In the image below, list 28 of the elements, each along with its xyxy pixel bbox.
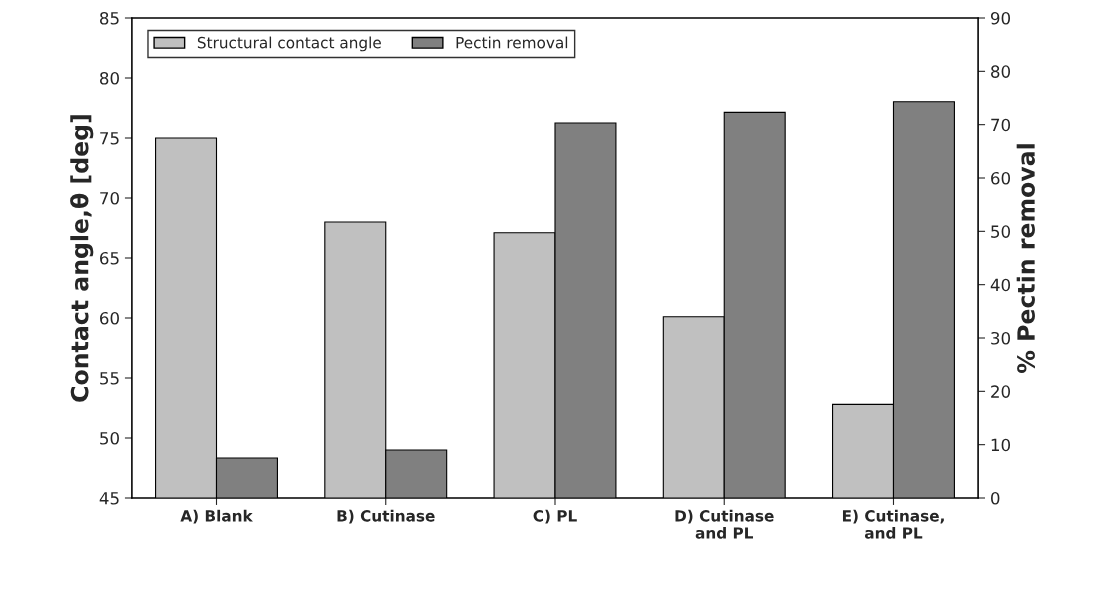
y-tick-label: 45 bbox=[99, 492, 119, 505]
y-axis-title: Contact angle,θ [deg] bbox=[70, 115, 94, 402]
y-tick-label: 50 bbox=[100, 431, 119, 445]
y2-tick-label: 20 bbox=[991, 385, 1011, 398]
y2-tick-label: 60 bbox=[991, 171, 1011, 185]
y-tick-label: 75 bbox=[100, 132, 119, 145]
y-tick-label: 85 bbox=[100, 11, 119, 25]
x-tick-label: A) Blank bbox=[180, 509, 253, 524]
y2-tick-label: 0 bbox=[991, 491, 1000, 505]
x-tick-label: B) Cutinase bbox=[337, 509, 435, 524]
y2-tick-label: 40 bbox=[990, 278, 1011, 292]
x-tick-label: D) Cutinase and PL bbox=[675, 509, 774, 539]
legend-label: Structural contact angle bbox=[197, 36, 381, 52]
y-tick-label: 80 bbox=[100, 71, 119, 85]
y2-tick-label: 50 bbox=[991, 225, 1011, 238]
x-tick-label: C) PL bbox=[533, 509, 577, 524]
x-tick-label: E) Cutinase, and PL bbox=[842, 509, 944, 539]
y2-tick-label: 80 bbox=[991, 65, 1011, 78]
y-tick-label: 55 bbox=[100, 372, 119, 385]
y-tick-label: 60 bbox=[100, 311, 119, 325]
legend-label: Pectin removal bbox=[456, 36, 568, 49]
y2-tick-label: 70 bbox=[991, 118, 1011, 132]
y2-tick-label: 90 bbox=[990, 11, 1011, 25]
y2-tick-label: 30 bbox=[991, 331, 1011, 345]
y2-tick-label: 10 bbox=[991, 438, 1011, 452]
y2-axis-title: % Pectin removal bbox=[1016, 144, 1035, 373]
y-tick-label: 65 bbox=[100, 251, 119, 265]
y-tick-label: 70 bbox=[100, 191, 119, 205]
